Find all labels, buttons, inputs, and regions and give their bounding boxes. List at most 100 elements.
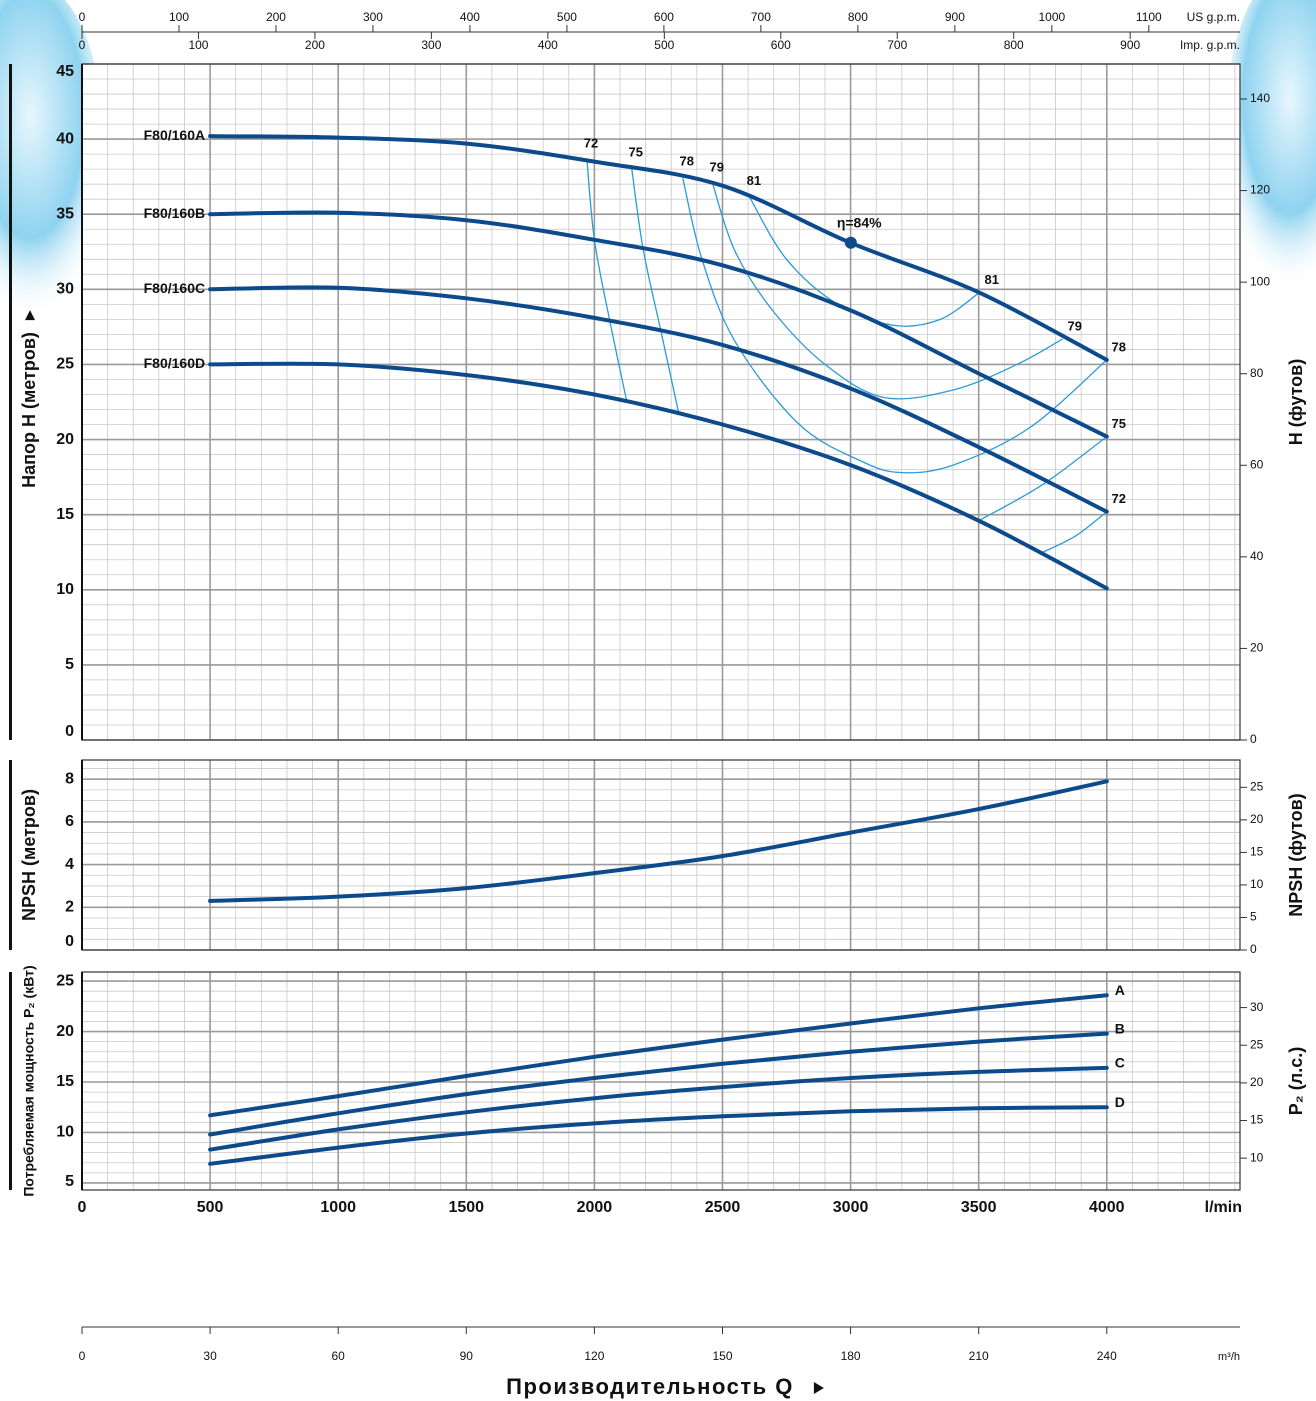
y-tick-label: 30 [56,281,74,298]
y2-tick-label: 20 [1250,1075,1264,1089]
curve-label: C [1115,1055,1125,1071]
efficiency-label: 72 [584,136,598,151]
efficiency-label: 81 [984,272,998,287]
y2-tick-label: 140 [1250,91,1270,105]
top-axis-tick-label: 300 [363,10,383,24]
y-tick-label: 20 [56,431,74,448]
bottom-axis-tick-label: 0 [79,1349,86,1363]
side-bar [9,972,12,1190]
x-tick-label: 500 [197,1199,224,1216]
efficiency-label: 78 [680,154,694,169]
best-point-label: η=84% [837,214,882,230]
top-axis-tick-label: 600 [771,38,791,52]
x-tick-label: 4000 [1089,1199,1125,1216]
y2-axis-title: P₂ (л.с.) [1286,1047,1306,1115]
y-tick-label: 35 [56,205,74,222]
top-axis-tick-label: 500 [654,38,674,52]
x-tick-label: 3000 [833,1199,869,1216]
y2-tick-label: 15 [1250,845,1264,859]
x-tick-label: 2000 [577,1199,613,1216]
y-tick-label: 6 [65,813,74,830]
plot-area [82,64,1240,740]
efficiency-label: 72 [1112,491,1126,506]
y2-tick-label: 25 [1250,780,1264,794]
best-point [845,237,857,249]
y-tick-label: 4 [65,856,74,873]
y-axis-title: Потребляемая мощность P₂ (кВт) [21,965,37,1196]
bottom-axis-tick-label: 240 [1097,1349,1117,1363]
top-axis-tick-label: 100 [188,38,208,52]
y2-tick-label: 20 [1250,641,1264,655]
bottom-axis-tick-label: 90 [460,1349,474,1363]
curve-label: D [1115,1094,1125,1110]
top-axis-tick-label: 300 [421,38,441,52]
y2-tick-label: 0 [1250,732,1257,746]
curve-label: F80/160C [144,280,205,296]
top-axis-name: Imp. g.p.m. [1180,38,1240,52]
bottom-axis-name: m³/h [1218,1351,1240,1363]
top-axis-tick-label: 100 [169,10,189,24]
bottom-axis-tick-label: 60 [332,1349,346,1363]
pump-chart: 051015202530354045020406080100120140Напо… [0,0,1316,1401]
y-tick-label: 25 [56,356,74,373]
y-tick-label: 15 [56,1073,74,1090]
x-tick-label: 1000 [320,1199,356,1216]
top-axis-tick-label: 200 [266,10,286,24]
bottom-axis-tick-label: 30 [203,1349,217,1363]
y2-axis-title: H (футов) [1286,359,1306,445]
top-axis-tick-label: 700 [887,38,907,52]
y-tick-label: 10 [56,1124,74,1141]
y-axis-title: Напор H (метров) [19,332,39,488]
x-tick-label: 0 [78,1199,87,1216]
y2-tick-label: 60 [1250,457,1264,471]
y2-tick-label: 0 [1250,942,1257,956]
x-axis-unit: l/min [1205,1199,1242,1216]
y2-tick-label: 120 [1250,183,1270,197]
y2-tick-label: 10 [1250,1150,1264,1164]
efficiency-label: 81 [747,173,761,188]
axis-arrow [814,1382,824,1394]
curve-label: F80/160B [144,205,205,221]
y-tick-label: 5 [65,656,74,673]
top-axis-tick-label: 800 [1004,38,1024,52]
top-axis-tick-label: 0 [79,38,86,52]
y2-tick-label: 40 [1250,549,1264,563]
top-axis-name: US g.p.m. [1187,10,1240,24]
bottom-axis-tick-label: 180 [841,1349,861,1363]
top-axis-tick-label: 900 [945,10,965,24]
y2-tick-label: 15 [1250,1113,1264,1127]
top-axis-tick-label: 1000 [1038,10,1065,24]
bottom-axis-tick-label: 150 [712,1349,732,1363]
x-axis-title: Производительность Q [506,1374,794,1399]
y-tick-label: 2 [65,899,74,916]
top-axis-tick-label: 500 [557,10,577,24]
top-axis-tick-label: 200 [305,38,325,52]
top-axis-tick-label: 400 [538,38,558,52]
y-tick-label: 15 [56,506,74,523]
side-bar [9,64,12,740]
y-tick-label: 5 [65,1173,74,1190]
top-axis-tick-label: 900 [1120,38,1140,52]
top-axis-tick-label: 600 [654,10,674,24]
top-axis-tick-label: 400 [460,10,480,24]
y2-tick-label: 5 [1250,910,1257,924]
y-tick-label: 10 [56,581,74,598]
bottom-axis-tick-label: 120 [584,1349,604,1363]
y2-tick-label: 20 [1250,812,1264,826]
efficiency-label: 75 [1112,416,1126,431]
y2-axis-title: NPSH (футов) [1286,793,1306,916]
y-axis-title: NPSH (метров) [19,789,39,921]
y-tick-label: 25 [56,972,74,989]
efficiency-label: 78 [1112,339,1126,354]
top-axis-tick-label: 0 [79,10,86,24]
y-tick-label: 20 [56,1023,74,1040]
efficiency-label: 75 [629,145,643,160]
efficiency-label: 79 [710,160,724,175]
y2-tick-label: 100 [1250,274,1270,288]
y-tick-label: 0 [65,933,74,950]
y-tick-label: 0 [65,723,74,740]
curve-label: F80/160D [144,355,205,371]
y-tick-label: 45 [56,63,74,80]
top-axis-tick-label: 1100 [1136,10,1162,24]
y2-tick-label: 25 [1250,1037,1264,1051]
